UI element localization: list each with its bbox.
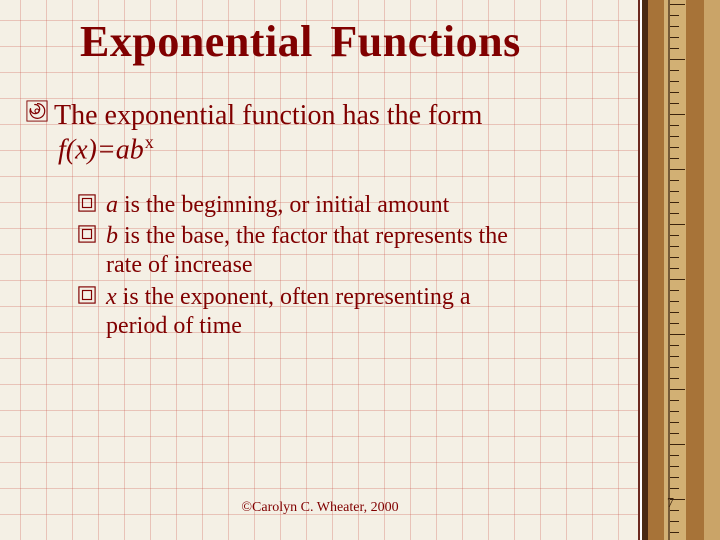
text-a: is the beginning, or initial amount <box>118 192 449 218</box>
swirl-bullet-icon <box>26 100 48 122</box>
ruler-side-decoration: 7 <box>642 0 720 540</box>
text-x: is the exponent, often representing a <box>117 284 471 310</box>
square-bullet-icon <box>78 225 98 245</box>
text-x-cont: period of time <box>106 312 578 341</box>
slide-title: Exponential Functions <box>80 16 620 67</box>
var-x: x <box>106 284 117 310</box>
sub-bullet-x: x is the exponent, often representing a … <box>78 283 578 341</box>
sub-bullet-a: a is the beginning, or initial amount <box>78 191 578 220</box>
main-line-text: The exponential function has the form <box>54 100 482 132</box>
slide-surface: Exponential Functions The exponential fu… <box>0 0 640 540</box>
sub-bullet-b: b is the base, the factor that represent… <box>78 222 578 280</box>
title-word-1: Exponential <box>80 17 313 66</box>
var-a: a <box>106 192 118 218</box>
main-line: The exponential function has the form <box>26 100 606 132</box>
formula-base: f(x)=ab <box>58 135 144 166</box>
title-word-2: Functions <box>330 17 520 66</box>
formula-exponent: x <box>145 132 154 152</box>
content-area: The exponential function has the form f(… <box>26 100 606 344</box>
copyright-footer: ©Carolyn C. Wheater, 2000 <box>0 500 640 516</box>
square-bullet-icon <box>78 194 98 214</box>
sub-bullet-list: a is the beginning, or initial amount b … <box>78 191 606 341</box>
square-bullet-icon <box>78 286 98 306</box>
var-b: b <box>106 223 118 249</box>
formula: f(x)=abx <box>58 132 606 166</box>
page-number: 7 <box>667 496 674 512</box>
text-b-cont: rate of increase <box>106 251 578 280</box>
text-b: is the base, the factor that represents … <box>118 223 508 249</box>
